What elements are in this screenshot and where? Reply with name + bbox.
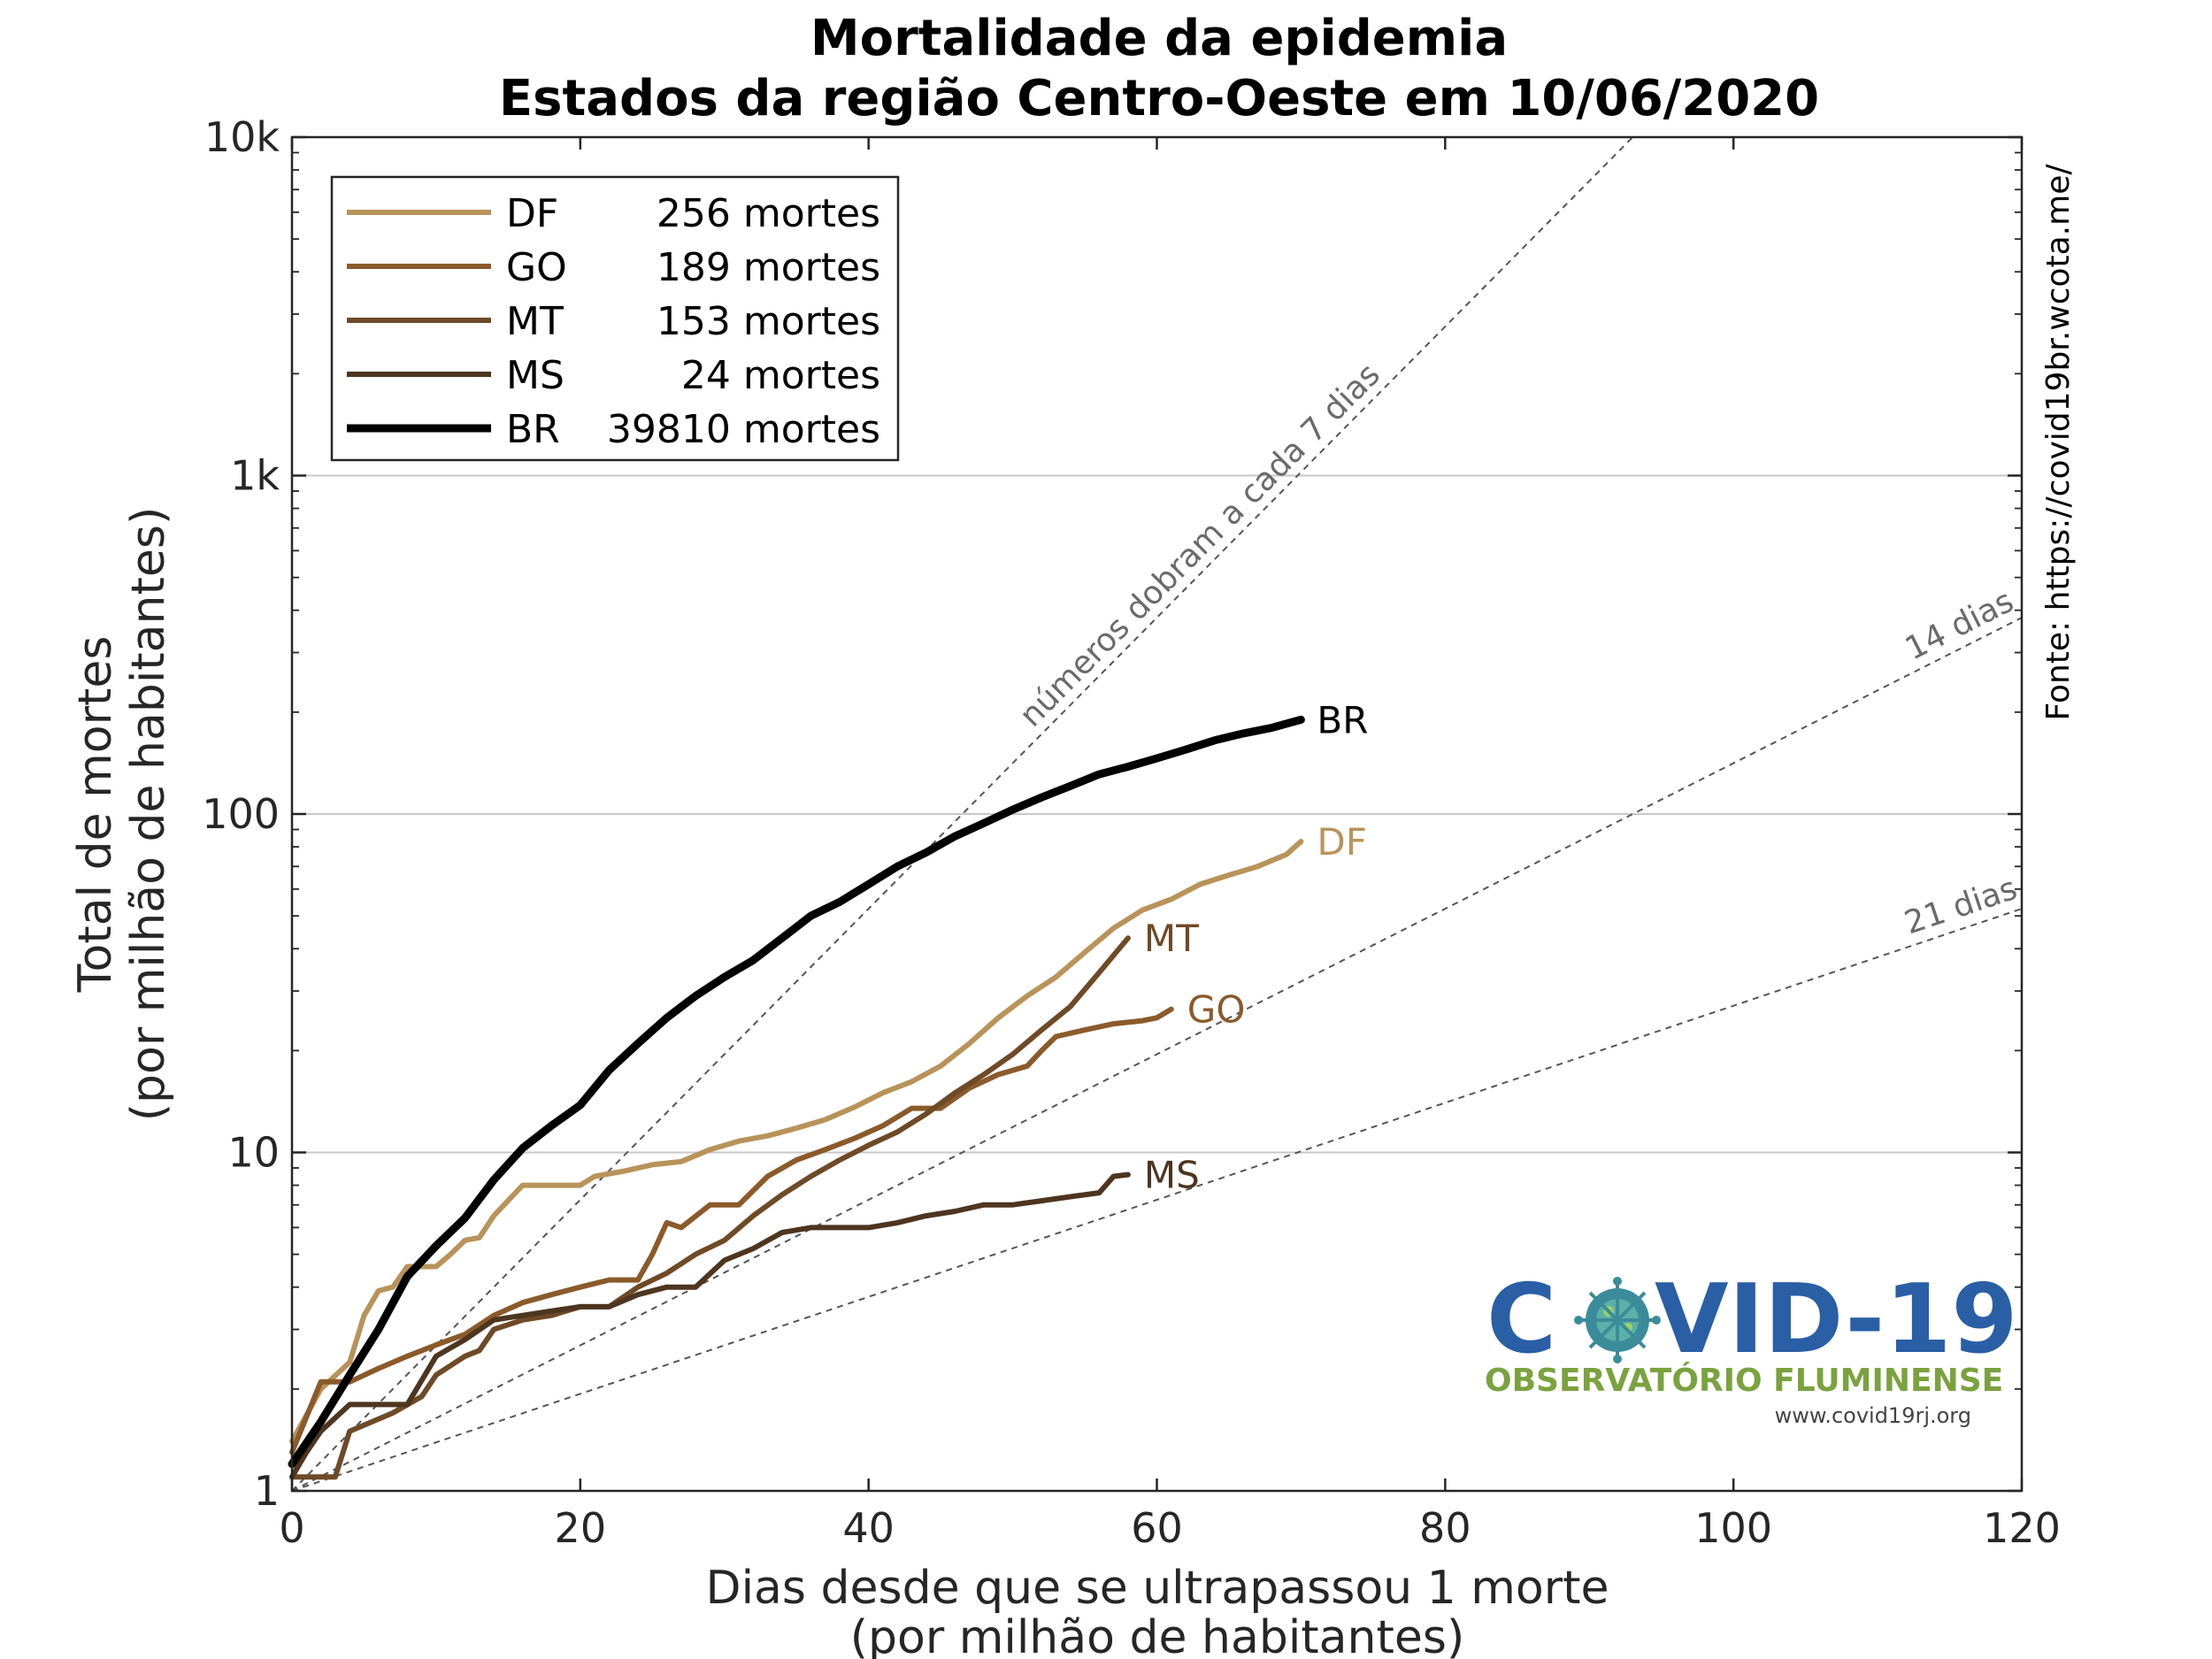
logo-subtitle: OBSERVATÓRIO FLUMINENSE [1485, 1362, 2003, 1399]
legend-deaths-mt: 153 mortes [657, 299, 880, 344]
legend-name-df: DF [506, 191, 558, 236]
end-label-go: GO [1187, 988, 1246, 1032]
legend-deaths-df: 256 mortes [657, 191, 880, 236]
x-tick-label: 60 [1131, 1504, 1183, 1552]
virus-icon [1574, 1277, 1661, 1363]
end-labels: DF GO MT MS BR [1144, 698, 1369, 1196]
legend-deaths-br: 39810 mortes [607, 407, 880, 452]
end-label-mt: MT [1144, 917, 1199, 960]
y-tick-label: 10 [227, 1129, 280, 1177]
logo-title-c: C [1486, 1264, 1556, 1375]
legend-name-br: BR [506, 407, 560, 452]
reference-line [291, 136, 1634, 1492]
legend-deaths-ms: 24 mortes [681, 353, 880, 398]
x-tick-label: 0 [279, 1504, 304, 1552]
logo-title-rest: VID-19 [1655, 1264, 2018, 1375]
x-axis-label-units: (por milhão de habitantes) [850, 1611, 1465, 1659]
legend-deaths-go: 189 mortes [657, 245, 880, 290]
end-label-ms: MS [1144, 1154, 1200, 1197]
y-tick-label: 1k [230, 452, 280, 500]
covid19-logo: C VID-19 OBSERVATÓRIO FLUMINENSE www.cov… [1485, 1264, 2018, 1428]
series-group [288, 715, 1305, 1480]
y-tick-label: 100 [202, 790, 280, 838]
legend-name-go: GO [506, 245, 567, 290]
chart-subtitle: Estados da região Centro-Oeste em 10/06/… [499, 70, 1819, 127]
y-axis-label-units: (por milhão de habitantes) [122, 507, 175, 1122]
x-tick-label: 120 [1983, 1504, 2061, 1552]
y-tick-label: 10k [204, 113, 280, 161]
legend-box [330, 175, 900, 462]
x-axis-label: Dias desde que se ultrapassou 1 morte [706, 1562, 1609, 1615]
plot-frame [290, 135, 2024, 1493]
y-axis-label: Total de mortes [69, 636, 122, 994]
end-label-br: BR [1317, 698, 1368, 741]
reference-line [291, 617, 2023, 1492]
series-line-br [288, 715, 1305, 1469]
x-tick-label: 20 [555, 1504, 607, 1552]
chart-title: Mortalidade da epidemia [810, 10, 1508, 67]
series-line-ms [289, 1171, 1131, 1480]
logo-url: www.covid19rj.org [1775, 1403, 1971, 1428]
x-tick-label: 100 [1694, 1504, 1772, 1552]
end-label-df: DF [1317, 820, 1367, 864]
series-line-df [289, 839, 1304, 1445]
legend-name-ms: MS [506, 353, 565, 398]
legend: DF 256 mortes GO 189 mortes MT 153 mortes MS 24… [330, 175, 900, 462]
source-text: Fonte: https://covid19br.wcota.me/ [2040, 164, 2077, 721]
legend-name-mt: MT [506, 299, 564, 344]
y-tick-label: 1 [254, 1467, 280, 1515]
reference-line [291, 908, 2023, 1492]
series-line-mt [289, 935, 1131, 1480]
grid-lines [292, 474, 2022, 1154]
x-tick-label: 40 [842, 1504, 895, 1552]
x-tick-label: 80 [1419, 1504, 1471, 1552]
series-line-go [289, 1006, 1174, 1455]
